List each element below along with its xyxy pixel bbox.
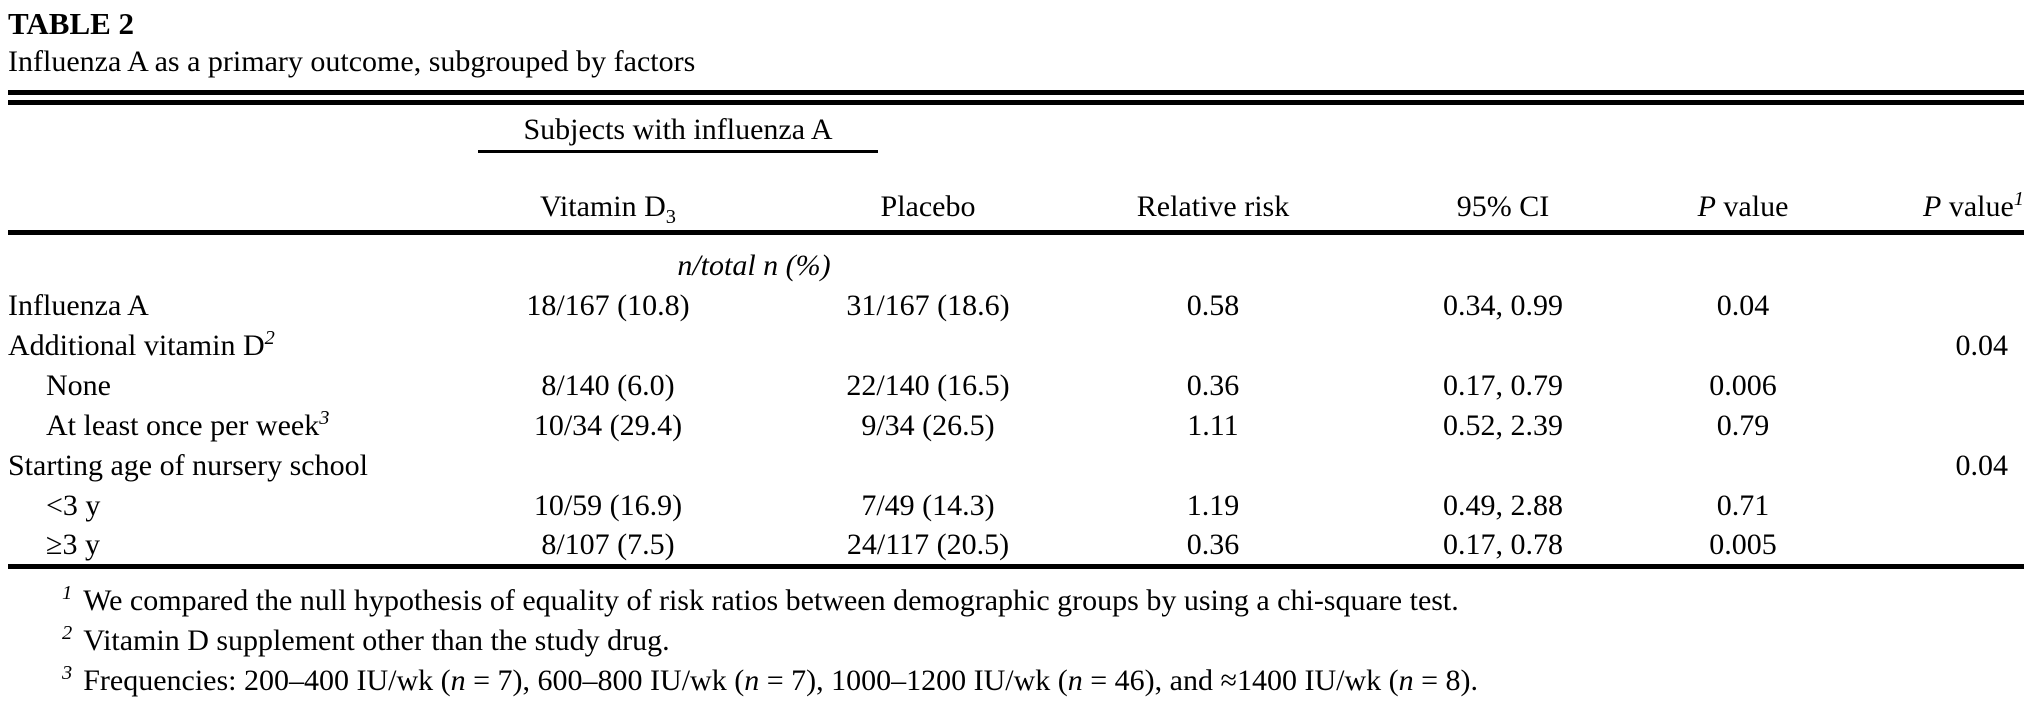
cell-ci <box>1338 446 1668 486</box>
cell-ci <box>1338 326 1668 366</box>
cell-vitamin-d3 <box>448 326 768 366</box>
footnote-marker: 2 <box>62 621 73 644</box>
row-label: <3 y <box>46 489 101 522</box>
cell-relative-risk: 0.58 <box>1186 289 1240 322</box>
row-at-least-once-per-week: At least once per week3 10/34 (29.4) 9/3… <box>8 406 2024 446</box>
row-label: Influenza A <box>8 289 149 322</box>
cell-p-value-1 <box>1818 366 2024 406</box>
cell-ci: 0.49, 2.88 <box>1443 489 1563 522</box>
row-additional-vitamin-d: Additional vitamin D2 0.04 <box>8 326 2024 366</box>
footnotes: 1 We compared the null hypothesis of equa… <box>8 581 2024 701</box>
spanner-row: Subjects with influenza A <box>8 105 2024 153</box>
col-header-placebo: Placebo <box>768 153 1088 235</box>
row-none: None 8/140 (6.0) 22/140 (16.5) 0.36 0.17… <box>8 366 2024 406</box>
footnote-marker: 1 <box>62 581 73 604</box>
cell-p-value-1 <box>1818 486 2024 526</box>
cell-ci: 0.52, 2.39 <box>1443 409 1563 442</box>
footnote-1: 1 We compared the null hypothesis of equa… <box>62 581 1459 617</box>
units-row: n/total n (%) <box>8 232 2024 286</box>
cell-p-value-1 <box>1818 406 2024 446</box>
row-label: None <box>46 369 111 402</box>
cell-p-value-1 <box>1818 286 2024 326</box>
units-subheader-cell: n/total n (%) <box>448 232 1088 286</box>
column-header-row: Vitamin D3 Placebo Relative risk 95% CI … <box>8 153 2024 235</box>
row-starting-age-of-nursery-school: Starting age of nursery school 0.04 <box>8 446 2024 486</box>
cell-p-value-1 <box>1818 526 2024 569</box>
col-header-factor <box>8 153 448 235</box>
cell-placebo <box>768 326 1088 366</box>
top-double-rule <box>8 90 2024 105</box>
cell-vitamin-d3 <box>448 446 768 486</box>
cell-ci: 0.34, 0.99 <box>1443 289 1563 322</box>
cell-relative-risk <box>1088 446 1338 486</box>
cell-ci: 0.17, 0.78 <box>1338 526 1668 569</box>
cell-placebo <box>768 446 1088 486</box>
footnote-ref-2: 2 <box>264 327 275 349</box>
table-title: Influenza A as a primary outcome, subgro… <box>8 45 696 78</box>
cell-placebo: 7/49 (14.3) <box>861 489 995 522</box>
cell-vitamin-d3: 8/140 (6.0) <box>541 369 675 402</box>
cell-placebo: 22/140 (16.5) <box>846 369 1010 402</box>
footnote-ref-3: 3 <box>319 407 330 429</box>
row-3y-or-older: ≥3 y 8/107 (7.5) 24/117 (20.5) 0.36 0.17… <box>8 526 2024 569</box>
table-number: TABLE 2 <box>8 6 135 41</box>
column-group-header-cell: Subjects with influenza A <box>448 105 1088 153</box>
footnote-marker: 3 <box>62 661 73 684</box>
row-label: Starting age of nursery school <box>8 449 368 482</box>
cell-placebo: 9/34 (26.5) <box>861 409 995 442</box>
cell-ci: 0.17, 0.79 <box>1443 369 1563 402</box>
cell-p-value: 0.71 <box>1716 489 1770 522</box>
cell-p-value-1: 0.04 <box>1955 449 2009 482</box>
cell-relative-risk: 0.36 <box>1186 369 1240 402</box>
cell-p-value: 0.04 <box>1716 289 1770 322</box>
cell-p-value <box>1668 326 1818 366</box>
cell-vitamin-d3: 8/107 (7.5) <box>448 526 768 569</box>
footnote-ref-1: 1 <box>2013 187 2024 210</box>
cell-relative-risk: 1.19 <box>1186 489 1240 522</box>
subscript-3: 3 <box>665 205 676 228</box>
cell-relative-risk: 1.11 <box>1187 409 1239 442</box>
cell-vitamin-d3: 10/34 (29.4) <box>533 409 683 442</box>
cell-vitamin-d3: 10/59 (16.9) <box>533 489 683 522</box>
column-group-header: Subjects with influenza A <box>478 113 878 153</box>
col-header-vitamin-d3: Vitamin D3 <box>448 153 768 235</box>
units-subheader: n/total n (%) <box>677 249 831 282</box>
cell-p-value: 0.005 <box>1668 526 1818 569</box>
footnote-3: 3 Frequencies: 200–400 IU/wk (n = 7), 600… <box>62 661 1479 697</box>
table-caption: TABLE 2 Influenza A as a primary outcome… <box>8 5 2024 82</box>
cell-p-value: 0.79 <box>1716 409 1770 442</box>
results-table: Subjects with influenza A Vitamin D3 Pla… <box>8 105 2024 569</box>
row-label: ≥3 y <box>8 526 448 569</box>
cell-p-value-1: 0.04 <box>1955 329 2009 362</box>
row-under-3y: <3 y 10/59 (16.9) 7/49 (14.3) 1.19 0.49,… <box>8 486 2024 526</box>
row-label: At least once per week3 <box>46 407 330 442</box>
cell-p-value: 0.006 <box>1709 369 1777 402</box>
col-header-relative-risk: Relative risk <box>1088 153 1338 235</box>
row-label: Additional vitamin D2 <box>8 327 275 362</box>
cell-p-value <box>1668 446 1818 486</box>
row-influenza-a: Influenza A 18/167 (10.8) 31/167 (18.6) … <box>8 286 2024 326</box>
col-header-p-value-1: P value1 <box>1818 153 2024 235</box>
cell-relative-risk <box>1088 326 1338 366</box>
cell-relative-risk: 0.36 <box>1088 526 1338 569</box>
cell-placebo: 31/167 (18.6) <box>846 289 1010 322</box>
cell-placebo: 24/117 (20.5) <box>768 526 1088 569</box>
footnote-2: 2 Vitamin D supplement other than the stu… <box>62 621 670 657</box>
col-header-p-value: P value <box>1668 153 1818 235</box>
col-header-ci: 95% CI <box>1338 153 1668 235</box>
cell-vitamin-d3: 18/167 (10.8) <box>526 289 690 322</box>
